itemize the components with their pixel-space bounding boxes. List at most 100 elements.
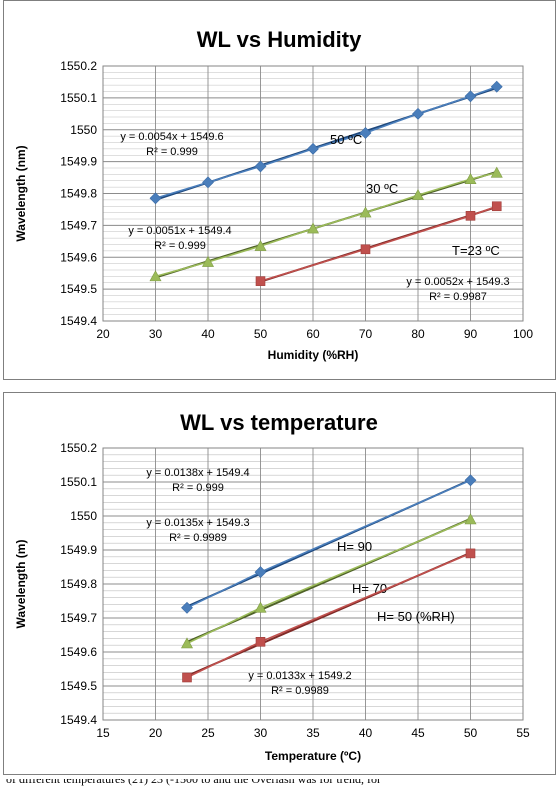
series-label: 50 ºC	[330, 132, 362, 147]
humidity-chart: WL vs Humidity 1549.4 1549.5 1549.6 1549.7 15…	[14, 27, 533, 362]
series-2	[149, 166, 503, 282]
data-point-triangle	[464, 513, 477, 525]
data-point-diamond	[181, 601, 193, 614]
y-tick-label: 1549.5	[60, 282, 97, 296]
series-1	[181, 474, 477, 614]
y-tick-label: 1550	[70, 509, 97, 523]
data-point-diamond	[490, 80, 503, 93]
x-tick-label: 50	[254, 327, 268, 341]
data-point-triangle	[254, 239, 267, 251]
series-line	[260, 205, 498, 282]
x-tick-label: 80	[411, 327, 425, 341]
x-tick-label: 60	[306, 327, 320, 341]
data-point-square	[255, 637, 266, 647]
series-1	[149, 80, 503, 205]
trendline-r-squared: R² = 0.999	[172, 482, 224, 494]
x-tick-label: 15	[96, 726, 110, 740]
trendline-equation: y = 0.0138x + 1549.4	[146, 467, 249, 479]
y-tick-label: 1549.5	[60, 679, 97, 693]
x-tick-label: 25	[201, 726, 215, 740]
plot-area-border	[102, 65, 524, 322]
series-label: H= 70	[352, 581, 387, 596]
trendline-equation: y = 0.0054x + 1549.6	[120, 131, 223, 143]
y-tick-label: 1549.8	[60, 577, 97, 591]
temperature-chart: WL vs temperature 1549.4 1549.5 1549.6 1549.…	[14, 410, 530, 763]
data-point-square	[491, 201, 502, 212]
series-3	[182, 548, 476, 683]
data-point-diamond	[149, 192, 162, 205]
x-tick-label: 30	[254, 726, 268, 740]
y-tick-label: 1550	[70, 123, 97, 137]
data-point-diamond	[464, 90, 477, 103]
plot-area-border	[102, 447, 524, 721]
series-label: 30 ºC	[366, 181, 398, 196]
series-line	[155, 172, 497, 278]
data-point-diamond	[254, 160, 267, 173]
x-axis-label: Humidity (%RH)	[268, 348, 359, 362]
data-point-triangle	[490, 166, 503, 178]
trendline-r-squared: R² = 0.9989	[169, 532, 227, 544]
gridlines	[102, 65, 524, 322]
x-tick-label: 40	[201, 327, 215, 341]
x-tick-label: 40	[359, 726, 373, 740]
y-tick-label: 1549.9	[60, 543, 97, 557]
x-tick-label: 35	[306, 726, 320, 740]
x-tick-label: 20	[96, 327, 110, 341]
y-tick-label: 1549.4	[60, 314, 97, 328]
x-tick-label: 100	[513, 327, 533, 341]
data-point-diamond	[359, 127, 372, 139]
y-tick-label: 1549.7	[60, 218, 97, 232]
data-point-square	[255, 276, 266, 286]
y-tick-label: 1549.6	[60, 645, 97, 659]
trendline-r-squared: R² = 0.9987	[429, 291, 487, 303]
humidity-chart-panel: WL vs Humidity 1549.4 1549.5 1549.6 1549.7 15…	[3, 0, 556, 380]
data-point-diamond	[254, 566, 267, 579]
data-point-triangle	[180, 637, 194, 649]
chart-title: WL vs temperature	[180, 410, 378, 435]
data-point-triangle	[306, 222, 320, 234]
series-2	[180, 513, 477, 649]
data-point-diamond	[202, 176, 214, 189]
series-label: H= 90	[337, 539, 372, 554]
data-point-square	[360, 244, 371, 255]
data-point-triangle	[201, 255, 215, 267]
x-tick-label: 90	[464, 327, 478, 341]
x-tick-label: 70	[359, 327, 373, 341]
x-tick-label: 45	[411, 726, 425, 740]
data-point-triangle	[149, 270, 162, 282]
series-label: H= 50 (%RH)	[377, 609, 455, 624]
data-point-triangle	[464, 173, 477, 184]
y-tick-label: 1549.9	[60, 155, 97, 169]
chart-title: WL vs Humidity	[197, 27, 362, 52]
x-axis-label: Temperature (ºC)	[265, 749, 361, 763]
y-tick-label: 1549.6	[60, 250, 97, 264]
y-tick-label: 1550.2	[60, 59, 97, 73]
x-tick-label: 30	[149, 327, 163, 341]
data-point-square	[465, 211, 476, 221]
series-line	[155, 85, 498, 200]
series-label: T=23 ºC	[452, 243, 500, 258]
y-tick-label: 1549.7	[60, 611, 97, 625]
data-point-diamond	[307, 142, 319, 155]
data-point-triangle	[411, 188, 425, 200]
data-point-diamond	[412, 107, 424, 120]
data-point-square	[465, 548, 476, 559]
gridlines	[102, 447, 524, 721]
x-tick-label: 50	[464, 726, 478, 740]
trendline-equation: y = 0.0133x + 1549.2	[248, 670, 351, 682]
y-axis-label: Wavelength (m)	[14, 540, 28, 629]
data-point-triangle	[359, 206, 372, 218]
x-tick-label: 20	[149, 726, 163, 740]
y-tick-label: 1550.2	[60, 441, 97, 455]
y-axis-label: Wavelength (nm)	[14, 145, 28, 241]
trendline-r-squared: R² = 0.999	[154, 240, 206, 252]
trendline-equation: y = 0.0052x + 1549.3	[406, 276, 509, 288]
temperature-chart-panel: WL vs temperature 1549.4 1549.5 1549.6 1549.…	[3, 392, 556, 775]
series-3	[255, 201, 502, 286]
data-point-triangle	[254, 601, 267, 613]
cut-off-caption-text: of different temperatures (21) 23 (-1500…	[6, 779, 381, 786]
data-point-square	[182, 672, 192, 683]
data-point-diamond	[464, 474, 477, 487]
y-tick-label: 1550.1	[60, 91, 97, 105]
trendline-r-squared: R² = 0.999	[146, 146, 198, 158]
